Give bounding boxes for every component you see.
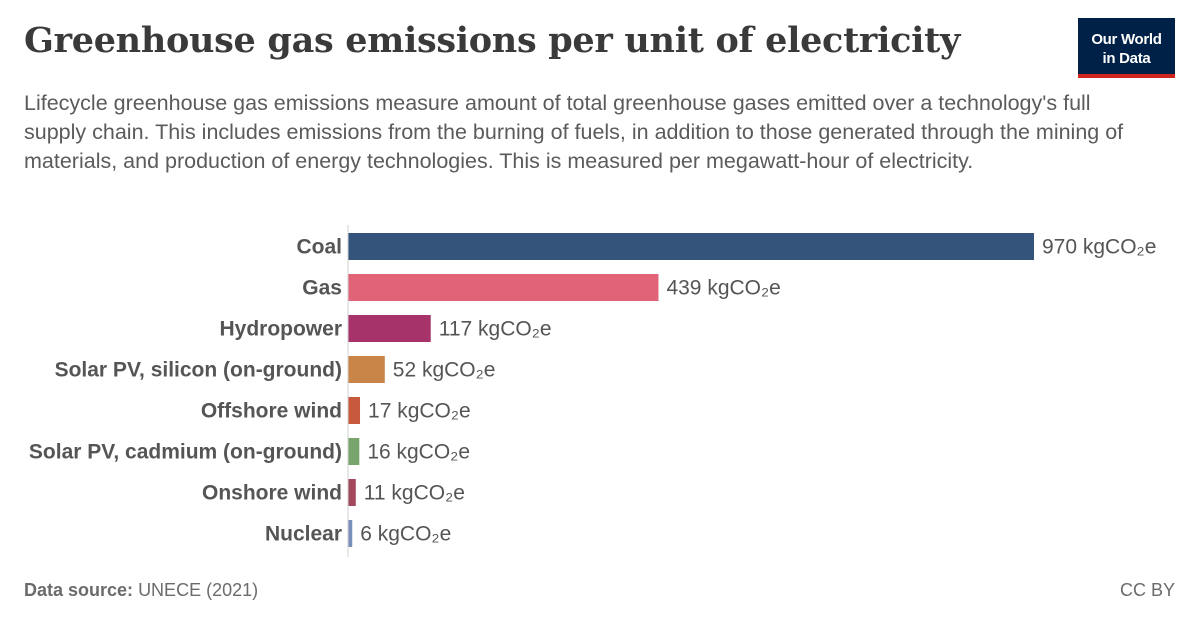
bar-nuclear[interactable] xyxy=(348,520,353,547)
bar-offshore-wind[interactable] xyxy=(348,397,361,424)
logo-line-2: in Data xyxy=(1102,50,1151,67)
bar-onshore-wind[interactable] xyxy=(348,479,356,506)
value-label-solar-pv-cadmium-on-ground: 16 kgCO₂e xyxy=(367,441,470,464)
bar-gas[interactable] xyxy=(348,274,659,301)
category-label-hydropower: Hydropower xyxy=(219,318,342,341)
category-label-nuclear: Nuclear xyxy=(265,523,342,546)
data-source-label: Data source: xyxy=(24,580,134,600)
data-source: Data source: UNECE (2021) xyxy=(24,580,258,601)
category-label-solar-pv-cadmium-on-ground: Solar PV, cadmium (on-ground) xyxy=(29,441,342,464)
category-label-offshore-wind: Offshore wind xyxy=(201,400,342,423)
owid-logo[interactable]: Our World in Data xyxy=(1078,18,1175,78)
bars-layer: Coal 970 kgCO₂e Gas 439 kgCO₂e Hydropower 117… xyxy=(29,233,1156,547)
bar-solar-pv-silicon-on-ground[interactable] xyxy=(348,356,385,383)
value-label-hydropower: 117 kgCO₂e xyxy=(439,318,552,341)
value-label-coal: 970 kgCO₂e xyxy=(1042,236,1156,259)
value-label-solar-pv-silicon-on-ground: 52 kgCO₂e xyxy=(393,359,496,382)
category-label-coal: Coal xyxy=(296,236,342,259)
bar-coal[interactable] xyxy=(348,233,1034,260)
value-label-offshore-wind: 17 kgCO₂e xyxy=(368,400,471,423)
license-link[interactable]: CC BY xyxy=(1119,580,1175,600)
value-label-nuclear: 6 kgCO₂e xyxy=(360,523,451,546)
category-label-gas: Gas xyxy=(302,277,342,300)
chart-title: Greenhouse gas emissions per unit of ele… xyxy=(24,20,960,61)
logo-line-1: Our World xyxy=(1091,31,1162,48)
value-label-gas: 439 kgCO₂e xyxy=(666,277,780,300)
value-label-onshore-wind: 11 kgCO₂e xyxy=(364,482,465,505)
bar-solar-pv-cadmium-on-ground[interactable] xyxy=(348,438,360,465)
data-source-value: UNECE (2021) xyxy=(138,580,259,600)
bar-hydropower[interactable] xyxy=(348,315,431,342)
category-label-onshore-wind: Onshore wind xyxy=(202,482,342,505)
category-label-solar-pv-silicon-on-ground: Solar PV, silicon (on-ground) xyxy=(55,359,342,382)
chart-subtitle: Lifecycle greenhouse gas emissions measu… xyxy=(24,91,1124,173)
